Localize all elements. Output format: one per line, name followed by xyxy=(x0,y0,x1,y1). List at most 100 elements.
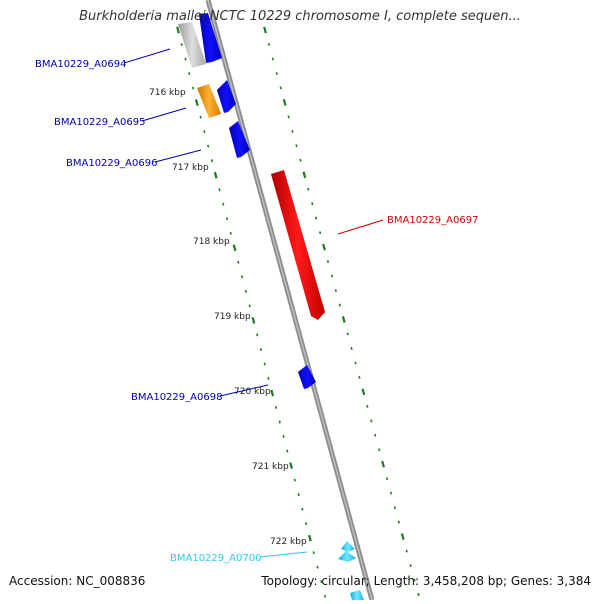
gene-bma10229-a0700-feature-2[interactable] xyxy=(338,551,356,562)
gene-label-a0696[interactable]: BMA10229_A0696 xyxy=(66,158,157,169)
outer-tick-mark xyxy=(334,289,337,293)
gene-bma10229-a0700-feature[interactable] xyxy=(341,541,355,552)
inner-tick-mark xyxy=(259,347,263,351)
inner-tick-mark xyxy=(267,376,270,380)
outer-tick-mark xyxy=(267,42,271,46)
outer-tick-mark xyxy=(295,144,298,148)
inner-tick-mark xyxy=(312,551,315,555)
inner-tick-mark xyxy=(241,275,244,279)
outer-tick-mark xyxy=(271,57,274,61)
gene-label-a0694[interactable]: BMA10229_A0694 xyxy=(35,59,126,70)
inner-tick-mark xyxy=(213,171,218,179)
inner-tick-mark xyxy=(251,317,256,324)
inner-tick-mark xyxy=(263,362,266,366)
inner-tick-mark xyxy=(297,493,300,497)
outer-tick-mark xyxy=(370,419,373,423)
inner-tick-mark xyxy=(218,188,221,192)
inner-tick-mark xyxy=(308,534,312,542)
outer-tick-mark xyxy=(358,375,361,379)
outer-tick-mark xyxy=(275,72,278,75)
outer-tick-mark xyxy=(397,520,400,524)
leader-a0694 xyxy=(123,48,171,64)
inner-tick-mark xyxy=(282,435,285,439)
inner-tick-mark xyxy=(323,594,327,598)
inner-tick-mark xyxy=(180,43,183,47)
gene-bma10229-a0695-orange-feature[interactable] xyxy=(197,84,221,118)
outer-tick-mark xyxy=(409,564,412,568)
outer-tick-mark xyxy=(361,388,366,396)
outer-tick-mark xyxy=(417,593,420,596)
inner-tick-mark xyxy=(207,144,210,148)
tick-label-722: 722 kbp xyxy=(270,537,307,547)
outer-tick-mark xyxy=(322,243,326,251)
gene-label-a0698[interactable]: BMA10229_A0698 xyxy=(131,392,222,403)
gene-bma10229-a0700-feature-3[interactable] xyxy=(350,590,364,600)
outer-tick-track xyxy=(263,26,420,596)
outer-tick-mark xyxy=(319,231,322,235)
outer-tick-mark xyxy=(378,448,381,452)
map-title: Burkholderia mallei NCTC 10229 chromosom… xyxy=(79,9,521,24)
inner-tick-mark xyxy=(184,57,187,61)
leader-a0695 xyxy=(141,107,187,122)
leader-a0696 xyxy=(154,149,202,163)
inner-tick-mark xyxy=(222,202,225,206)
inner-tick-mark xyxy=(232,244,237,252)
outer-tick-mark xyxy=(287,115,290,119)
tick-label-720: 720 kbp xyxy=(234,387,271,397)
inner-tick-mark xyxy=(203,130,206,134)
outer-tick-mark xyxy=(346,332,349,336)
outer-tick-mark xyxy=(413,578,416,582)
outer-tick-mark xyxy=(385,477,389,481)
inner-tick-mark xyxy=(301,507,304,511)
inner-tick-mark xyxy=(229,231,232,235)
outer-tick-mark xyxy=(405,549,408,553)
outer-tick-mark xyxy=(282,99,287,106)
backbone-highlight xyxy=(207,0,373,601)
inner-tick-mark xyxy=(199,115,202,119)
outer-tick-mark xyxy=(393,506,396,510)
tick-label-718: 718 kbp xyxy=(193,237,230,247)
gene-label-a0695[interactable]: BMA10229_A0695 xyxy=(54,117,145,128)
gene-bma10229-a0696-feature[interactable] xyxy=(229,121,250,158)
inner-tick-mark xyxy=(194,99,199,106)
inner-tick-mark xyxy=(293,478,296,482)
inner-tick-mark xyxy=(320,580,323,584)
gene-bma10229-a0698-feature[interactable] xyxy=(298,365,316,389)
gene-bma10229-a0695-feature[interactable] xyxy=(217,80,236,113)
kbp-tick-labels: 716 kbp 717 kbp 718 kbp 719 kbp 720 kbp … xyxy=(149,88,307,547)
inner-tick-track xyxy=(176,26,327,598)
gene-bma10229-a0697-feature[interactable] xyxy=(271,170,325,320)
outer-tick-mark xyxy=(381,460,385,468)
gene-bma10229-a0694-feature[interactable] xyxy=(199,13,222,63)
inner-tick-mark xyxy=(286,449,289,453)
outer-tick-mark xyxy=(400,533,405,540)
inner-tick-mark xyxy=(274,406,278,409)
label-leaders xyxy=(123,48,384,558)
gene-label-a0700[interactable]: BMA10229_A0700 xyxy=(170,553,261,564)
outer-tick-mark xyxy=(311,202,314,206)
leader-a0697 xyxy=(337,219,384,235)
outer-tick-mark xyxy=(354,361,357,365)
gene-gray-feature[interactable] xyxy=(178,22,206,68)
inner-tick-mark xyxy=(289,462,293,469)
inner-tick-mark xyxy=(305,522,308,526)
inner-tick-mark xyxy=(256,333,259,337)
tick-label-721: 721 kbp xyxy=(252,462,289,472)
outer-tick-mark xyxy=(338,303,341,307)
inner-tick-mark xyxy=(188,72,191,75)
inner-tick-mark xyxy=(225,217,229,221)
outer-tick-mark xyxy=(302,171,307,179)
tick-label-716: 716 kbp xyxy=(149,88,186,98)
outer-tick-mark xyxy=(263,26,267,34)
outer-tick-mark xyxy=(279,86,282,90)
outer-tick-mark xyxy=(291,129,294,133)
outer-tick-mark xyxy=(326,260,330,264)
outer-tick-mark xyxy=(350,347,353,350)
outer-tick-mark xyxy=(366,404,369,408)
gene-label-a0697[interactable]: BMA10229_A0697 xyxy=(387,215,478,226)
outer-tick-mark xyxy=(307,187,310,191)
outer-tick-mark xyxy=(315,216,318,220)
outer-tick-mark xyxy=(341,316,346,323)
